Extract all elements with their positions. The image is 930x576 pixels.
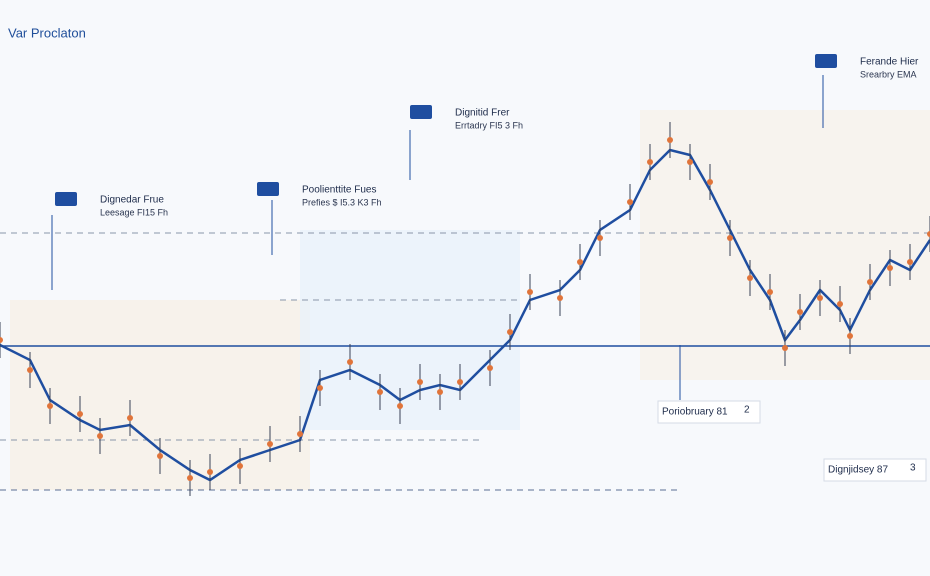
price-dot	[47, 403, 53, 409]
price-dot	[797, 309, 803, 315]
annotation-title: Poolienttite Fues	[302, 185, 377, 196]
price-dot	[782, 345, 788, 351]
price-dot	[887, 265, 893, 271]
chart-title: Var Proclaton	[8, 25, 86, 40]
annotation-box	[657, 400, 761, 424]
price-dot	[817, 295, 823, 301]
price-dot	[207, 469, 213, 475]
price-dot	[747, 275, 753, 281]
price-dot	[27, 367, 33, 373]
price-dot	[97, 433, 103, 439]
price-dot	[397, 403, 403, 409]
price-dot	[127, 415, 133, 421]
annotation-icon	[55, 192, 77, 206]
price-dot	[487, 365, 493, 371]
annotation-badge: 2	[744, 405, 750, 416]
price-dot	[597, 235, 603, 241]
price-dot	[297, 431, 303, 437]
price-dot	[457, 379, 463, 385]
price-dot	[527, 289, 533, 295]
annotation-box	[823, 458, 927, 482]
price-dot	[577, 259, 583, 265]
annotation-icon	[815, 54, 837, 68]
price-dot	[767, 289, 773, 295]
price-dot	[687, 159, 693, 165]
price-dot	[507, 329, 513, 335]
annotation-title: Dignedar Frue	[100, 195, 164, 206]
shaded-zone	[300, 230, 520, 430]
price-dot	[667, 137, 673, 143]
price-dot	[927, 231, 930, 237]
price-dot	[347, 359, 353, 365]
annotation-title: Dignitid Frer	[455, 108, 510, 119]
price-dot	[267, 441, 273, 447]
price-dot	[867, 279, 873, 285]
price-dot	[437, 389, 443, 395]
price-dot	[377, 389, 383, 395]
price-dot	[0, 337, 3, 343]
annotation-badge: 3	[910, 463, 916, 474]
annotation-icon	[257, 182, 279, 196]
price-dot	[557, 295, 563, 301]
price-dot	[647, 159, 653, 165]
annotation-title: Ferande Hier	[860, 57, 919, 68]
price-dot	[237, 463, 243, 469]
price-line	[0, 148, 930, 482]
price-dot	[627, 199, 633, 205]
annotation-subtext: Prefies $ I5.3 K3 Fh	[302, 197, 382, 207]
price-dot	[727, 235, 733, 241]
annotation-subtext: Errtadry FI5 3 Fh	[455, 120, 523, 130]
annotation-icon	[410, 105, 432, 119]
price-dot	[707, 179, 713, 185]
price-dot	[907, 259, 913, 265]
annotation-title: Poriobruary 81	[662, 407, 728, 418]
price-dot	[847, 333, 853, 339]
price-dot	[417, 379, 423, 385]
price-dot	[157, 453, 163, 459]
annotation-subtext: Leesage FI15 Fh	[100, 207, 168, 217]
annotation-subtext: Srearbry EMA	[860, 69, 917, 79]
price-dot	[187, 475, 193, 481]
price-dot	[317, 385, 323, 391]
price-dot	[77, 411, 83, 417]
price-dot	[837, 301, 843, 307]
annotation-title: Dignjidsey 87	[828, 465, 888, 476]
